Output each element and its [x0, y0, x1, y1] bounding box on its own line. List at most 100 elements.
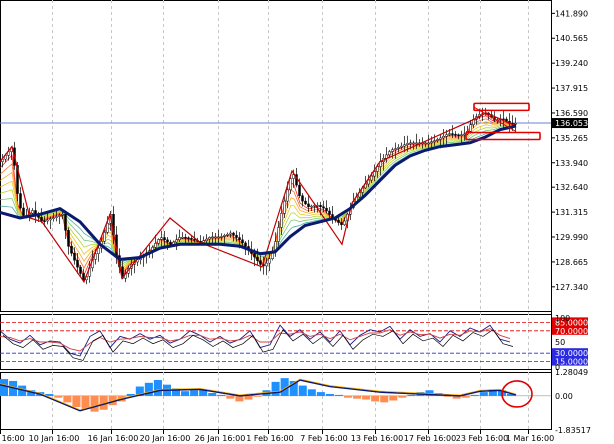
- ribbon-line: [0, 124, 517, 264]
- y-tick-label: 139.240: [555, 59, 588, 68]
- y-tick-label: 135.265: [555, 134, 588, 143]
- y-tick-label: 132.640: [555, 183, 588, 192]
- histogram-bar: [470, 394, 479, 396]
- candle-body: [457, 134, 460, 137]
- candle-body: [76, 260, 79, 268]
- candle-body: [448, 133, 451, 135]
- candle-body: [403, 144, 406, 147]
- histogram-bar: [81, 395, 90, 409]
- x-tick-label: 23 Feb 16:00: [456, 434, 508, 443]
- candle-body: [163, 237, 166, 241]
- histogram-bar: [398, 395, 407, 398]
- candle-body: [289, 178, 292, 191]
- candle-body: [424, 142, 427, 145]
- candle-body: [79, 266, 82, 274]
- candle-body: [34, 210, 37, 215]
- x-tick-label: 10 Jan 16:00: [29, 434, 80, 443]
- candle-body: [244, 242, 247, 247]
- y-tick-label: 133.940: [555, 159, 588, 168]
- histogram-signal-line: [0, 379, 517, 412]
- candle-body: [343, 220, 346, 226]
- candle-body: [397, 147, 400, 149]
- candle-body: [19, 193, 22, 209]
- candle-body: [211, 236, 214, 239]
- annotation-trendline: [473, 106, 517, 132]
- candle-body: [46, 219, 49, 222]
- candle-body: [367, 179, 370, 185]
- candle-body: [223, 235, 226, 237]
- candle-body: [370, 175, 373, 181]
- histogram-bar: [353, 395, 362, 399]
- y-tick-label: 129.990: [555, 233, 588, 242]
- y-tick-label: 141.890: [555, 9, 588, 18]
- candle-body: [55, 216, 58, 218]
- candle-body: [94, 253, 97, 260]
- osc-level-badge: [552, 356, 588, 366]
- x-tick-label: n 16:00: [0, 434, 25, 443]
- osc-level-badge-label: 15.0000: [555, 358, 588, 367]
- candle-body: [82, 273, 85, 281]
- ribbon-line: [0, 124, 517, 267]
- candle-body: [70, 245, 73, 254]
- candle-body: [265, 262, 268, 267]
- candle-body: [451, 133, 454, 135]
- y-tick-label: 127.340: [555, 283, 588, 292]
- histogram-bar: [289, 380, 298, 396]
- y-tick-label: 136.590: [555, 109, 588, 118]
- histogram-bar: [244, 395, 253, 400]
- histogram-bar: [208, 393, 217, 396]
- grid-lines: [0, 0, 552, 430]
- histogram-bar: [172, 388, 181, 396]
- candle-body: [325, 207, 328, 212]
- candle-body: [283, 200, 286, 214]
- oscillator-panel: [0, 321, 551, 363]
- candle-body: [31, 210, 34, 214]
- candle-body: [253, 253, 256, 258]
- annotation-rectangle-low: [465, 131, 541, 141]
- histogram-bar: [181, 391, 190, 396]
- hist-tick-label: -1.83517: [555, 426, 591, 435]
- candle-body: [238, 237, 241, 241]
- histogram-bar: [217, 394, 226, 396]
- histogram-bar: [425, 390, 434, 396]
- annotation-rectangle-high: [473, 102, 530, 112]
- candle-body: [256, 256, 259, 261]
- histogram-bar: [334, 394, 343, 396]
- candle-body: [181, 236, 184, 239]
- histogram-bar: [461, 395, 470, 398]
- candle-body: [310, 205, 313, 208]
- x-tick-label: 1 Feb 16:00: [246, 434, 293, 443]
- histogram-bar: [0, 379, 9, 396]
- histogram-signal-line-orange: [0, 378, 517, 411]
- candle-body: [292, 174, 295, 179]
- osc-tick-label: 50: [555, 338, 565, 347]
- x-tick-label: 20 Jan 16:00: [140, 434, 191, 443]
- y-tick-label: 131.315: [555, 208, 588, 217]
- candle-body: [157, 239, 160, 244]
- candle-body: [220, 236, 223, 238]
- candle-body: [436, 139, 439, 141]
- candle-body: [190, 238, 193, 240]
- candle-body: [373, 171, 376, 177]
- histogram-bar: [371, 395, 380, 402]
- hist-tick-label: 1.28049: [555, 368, 588, 377]
- histogram-bar: [280, 378, 289, 396]
- histogram-bar: [90, 395, 99, 412]
- candle-body: [97, 247, 100, 254]
- price-panel: [0, 102, 551, 285]
- histogram-bar: [344, 395, 353, 398]
- candle-body: [412, 142, 415, 145]
- histogram-bar: [325, 393, 334, 396]
- candle-body: [394, 148, 397, 150]
- candle-body: [337, 220, 340, 223]
- x-tick-label: 17 Feb 16:00: [404, 434, 456, 443]
- histogram-bar: [362, 395, 371, 400]
- candle-body: [40, 217, 43, 221]
- histogram-bar: [271, 381, 280, 396]
- histogram-bar: [226, 395, 235, 399]
- x-tick-label: 26 Jan 16:00: [195, 434, 246, 443]
- candle-body: [415, 142, 418, 145]
- candle-body: [49, 218, 52, 221]
